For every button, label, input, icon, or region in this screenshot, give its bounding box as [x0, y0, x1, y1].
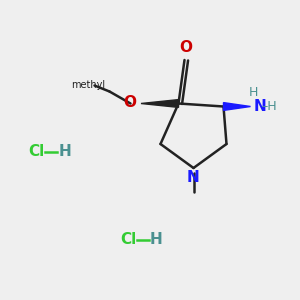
Text: methyl: methyl	[71, 80, 105, 90]
Text: Cl: Cl	[120, 232, 136, 247]
Text: O: O	[179, 40, 193, 56]
Text: Cl: Cl	[28, 144, 45, 159]
Text: H: H	[58, 144, 71, 159]
Text: –H: –H	[261, 100, 277, 113]
Text: N: N	[187, 169, 200, 184]
Polygon shape	[224, 103, 250, 110]
Polygon shape	[141, 100, 178, 107]
Text: N: N	[254, 99, 266, 114]
Text: H: H	[150, 232, 163, 247]
Text: O: O	[124, 95, 136, 110]
Text: H: H	[249, 86, 258, 99]
